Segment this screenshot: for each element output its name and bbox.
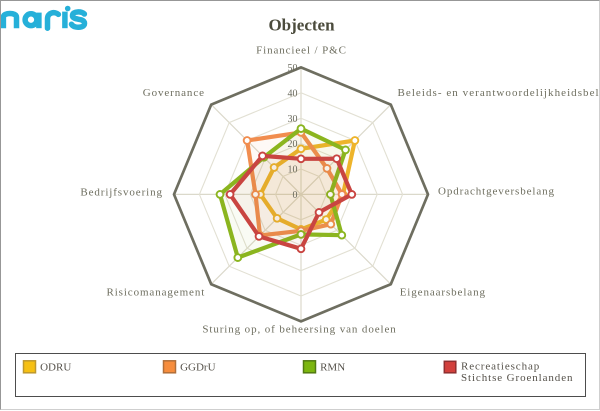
svg-text:Governance: Governance: [143, 87, 205, 99]
svg-text:Risicomanagement: Risicomanagement: [106, 287, 205, 299]
svg-text:GGDrU: GGDrU: [180, 362, 215, 374]
svg-text:ODRU: ODRU: [40, 362, 71, 374]
svg-text:10: 10: [288, 165, 298, 176]
svg-text:20: 20: [288, 139, 298, 150]
svg-text:40: 40: [288, 88, 298, 99]
svg-text:50: 50: [288, 63, 298, 74]
svg-text:Bedrijfsvoering: Bedrijfsvoering: [80, 187, 163, 199]
svg-text:0: 0: [293, 190, 298, 201]
svg-text:30: 30: [288, 114, 298, 125]
svg-text:Eigenaarsbelang: Eigenaarsbelang: [400, 287, 486, 299]
svg-text:RMN: RMN: [320, 362, 345, 374]
svg-text:Beleids- en verantwoordelijkhe: Beleids- en verantwoordelijkheidsbelang: [398, 87, 600, 99]
svg-text:Stichtse Groenlanden: Stichtse Groenlanden: [461, 372, 573, 384]
svg-text:Recreatieschap: Recreatieschap: [461, 361, 540, 373]
svg-text:Objecten: Objecten: [268, 16, 335, 35]
svg-text:Sturing op, of beheersing van: Sturing op, of beheersing van doelen: [202, 323, 396, 335]
svg-text:Opdrachtgeversbelang: Opdrachtgeversbelang: [438, 186, 555, 198]
svg-text:Financieel / P&C: Financieel / P&C: [256, 44, 347, 56]
